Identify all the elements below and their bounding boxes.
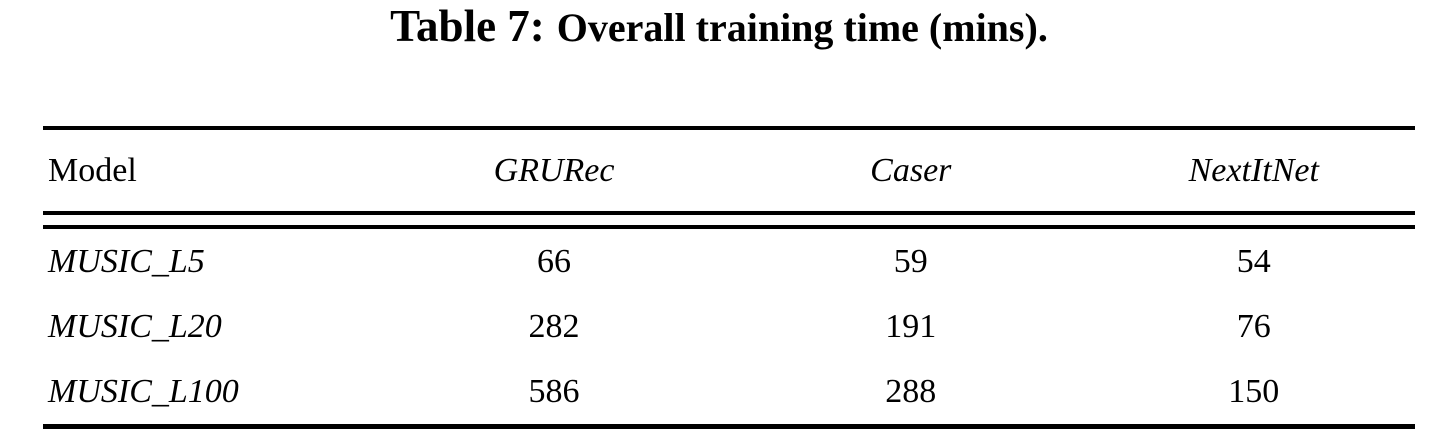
- value-music-l100-grurec: 586: [528, 372, 580, 410]
- value-music-l5-grurec: 66: [537, 242, 572, 280]
- row-label-music-l20: MUSIC_L20: [48, 307, 222, 345]
- row-label-music-l100: MUSIC_L100: [48, 372, 239, 410]
- value-music-l20-caser: 191: [885, 307, 937, 345]
- value-music-l100-nextitnet: 150: [1228, 372, 1280, 410]
- column-header-model: Model: [48, 151, 137, 189]
- training-time-table: Model GRURec Caser NextItNet MUSIC_L5 66…: [43, 126, 1415, 429]
- training-time-table-grid: Model GRURec Caser NextItNet MUSIC_L5 66…: [43, 126, 1415, 429]
- column-header-nextitnet: NextItNet: [1188, 151, 1319, 189]
- column-header-caser: Caser: [870, 151, 952, 189]
- table-row: MUSIC_L5 66 59 54: [43, 227, 1415, 294]
- table-row: MUSIC_L100 586 288 150: [43, 359, 1415, 427]
- column-header-grurec: GRURec: [493, 151, 615, 189]
- value-music-l20-nextitnet: 76: [1236, 307, 1271, 345]
- table-caption-text: Overall training time (mins).: [556, 5, 1048, 50]
- value-music-l20-grurec: 282: [528, 307, 580, 345]
- row-label-music-l5: MUSIC_L5: [48, 242, 205, 280]
- value-music-l100-caser: 288: [885, 372, 937, 410]
- table-caption: Table 7: Overall training time (mins).: [0, 0, 1438, 63]
- double-rule-spacer: [43, 211, 1415, 229]
- value-music-l5-nextitnet: 54: [1236, 242, 1271, 280]
- table-caption-label: Table 7:: [390, 1, 545, 51]
- value-music-l5-caser: 59: [893, 242, 928, 280]
- header-double-rule: [43, 211, 1415, 229]
- table-header-row: Model GRURec Caser NextItNet: [43, 128, 1415, 213]
- table-row: MUSIC_L20 282 191 76: [43, 294, 1415, 359]
